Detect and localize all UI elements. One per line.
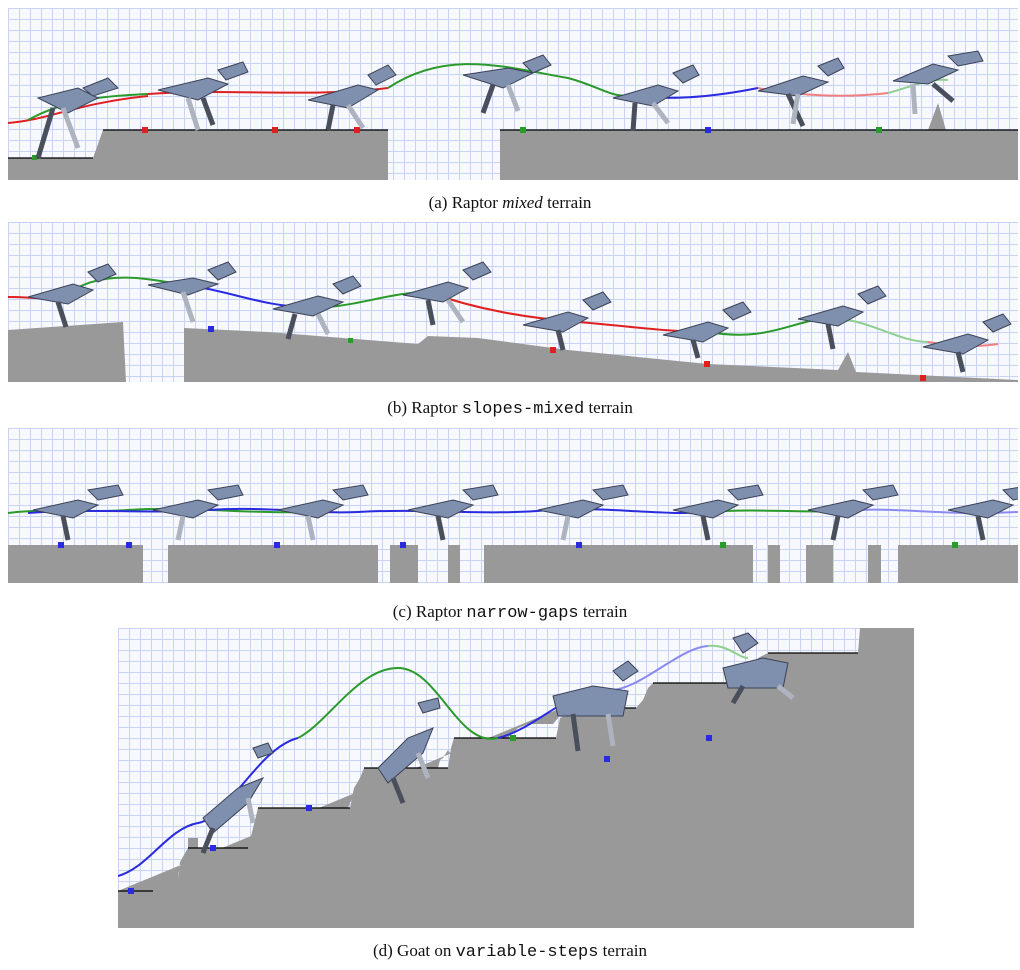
caption-c-terrain: narrow-gaps bbox=[466, 604, 579, 623]
caption-d: (d) Goat on variable-steps terrain bbox=[0, 941, 1020, 962]
panel-a-mixed-terrain bbox=[8, 8, 1018, 180]
raptor-figures bbox=[35, 50, 984, 159]
caption-b-terrain: slopes-mixed bbox=[461, 400, 585, 419]
caption-d-label: (d) Goat on bbox=[372, 941, 452, 960]
caption-c-suffix: terrain bbox=[582, 602, 628, 621]
panel-b-scene bbox=[8, 261, 1018, 382]
footstep-markers bbox=[32, 127, 882, 160]
panel-a-scene bbox=[8, 50, 1018, 180]
footstep-markers bbox=[208, 326, 926, 381]
terrain bbox=[8, 545, 1018, 583]
terrain bbox=[8, 103, 1018, 180]
panel-d-scene bbox=[118, 628, 914, 928]
caption-a-terrain: mixed bbox=[502, 193, 543, 212]
caption-b: (b) Raptor slopes-mixed terrain bbox=[0, 398, 1020, 419]
caption-a-label: (a) Raptor bbox=[428, 193, 498, 212]
caption-b-suffix: terrain bbox=[588, 398, 633, 417]
terrain bbox=[8, 322, 1018, 382]
caption-c: (c) Raptor narrow-gaps terrain bbox=[0, 602, 1020, 623]
goat-figures bbox=[200, 632, 795, 854]
caption-d-suffix: terrain bbox=[602, 941, 648, 960]
caption-a-suffix: terrain bbox=[547, 193, 592, 212]
panel-c-narrow-gaps-terrain bbox=[8, 428, 1018, 583]
raptor-figures bbox=[27, 261, 1012, 373]
caption-b-label: (b) Raptor bbox=[387, 398, 458, 417]
terrain bbox=[118, 628, 914, 928]
panel-b-slopes-mixed-terrain bbox=[8, 222, 1018, 382]
panel-c-scene bbox=[8, 484, 1018, 583]
terrain-ticks bbox=[8, 129, 1018, 159]
caption-d-terrain: variable-steps bbox=[455, 943, 599, 962]
raptor-figures bbox=[32, 484, 1018, 541]
trajectory bbox=[8, 63, 949, 124]
caption-a: (a) Raptor mixed terrain bbox=[0, 193, 1020, 213]
caption-c-label: (c) Raptor bbox=[392, 602, 463, 621]
panel-d-variable-steps-terrain bbox=[118, 628, 914, 928]
footstep-markers bbox=[58, 542, 958, 548]
